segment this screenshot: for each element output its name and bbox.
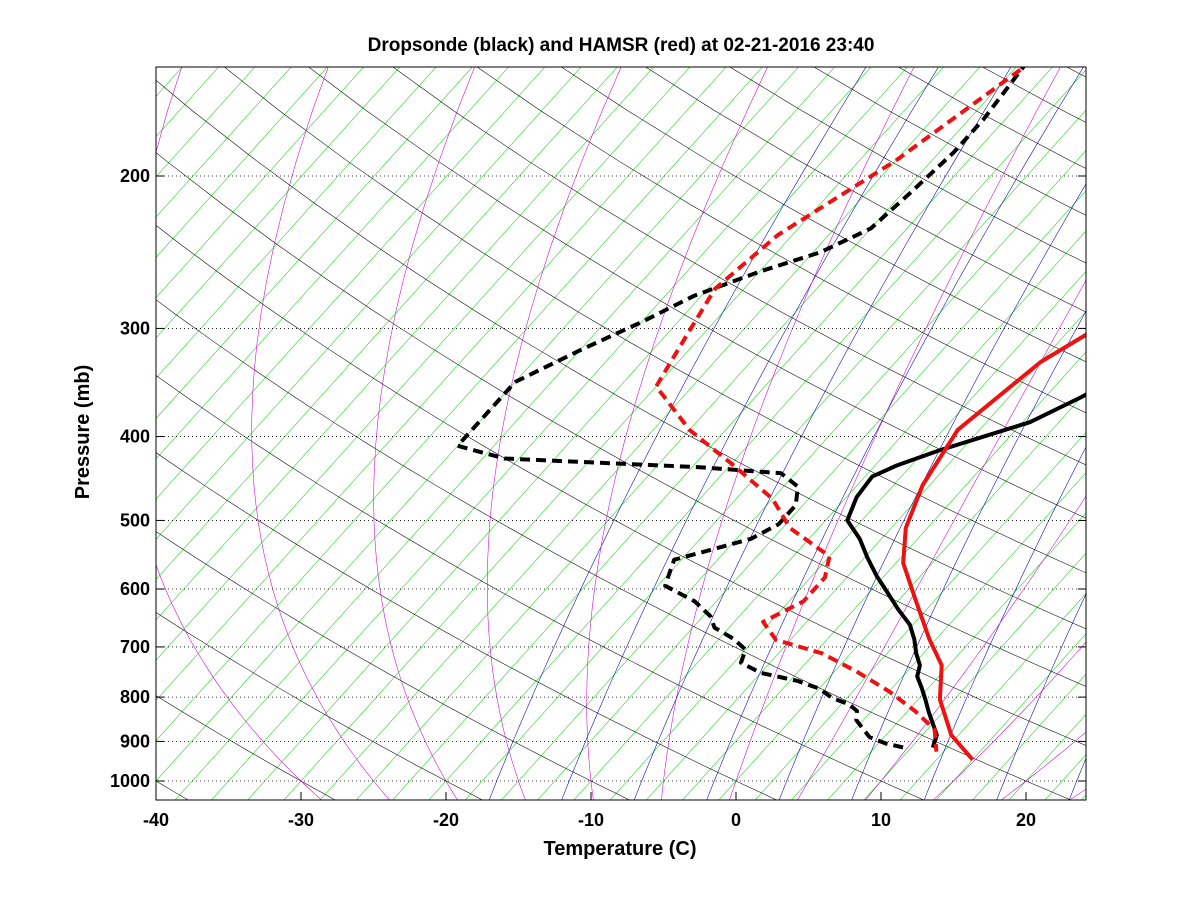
x-tick-label: 0 [731,810,741,830]
thermo-background-lines [156,67,1086,800]
isotherm-line [319,67,981,800]
dropsonde-dewpoint-line [455,67,1026,750]
dry-adiabat-line [156,152,1086,687]
plot-area [156,67,1086,800]
moist-adiabat-line [156,67,322,800]
mixing-ratio-line [706,67,1084,800]
y-tick-label: 200 [120,166,150,186]
y-tick-label: 400 [120,427,150,447]
x-tick-label: -40 [143,810,169,830]
isotherm-line [935,633,1086,800]
hamsr-dewpoint-line [654,67,1028,752]
dry-adiabat-line [392,67,1086,466]
isotherm-line [156,67,473,419]
isotherm-line [156,67,365,299]
isotherm-line [174,67,836,800]
isotherm-line [156,67,727,701]
isotherm-line [156,67,763,742]
y-tick-label: 500 [120,510,150,530]
isotherm-line [156,67,328,258]
isotherm-line [156,67,582,540]
x-tick-label: -10 [578,810,604,830]
isotherm-line [156,67,220,138]
y-tick-label: 700 [120,637,150,657]
x-axis-label: Temperature (C) [544,838,697,860]
isotherm-line [156,67,256,178]
isotherm-line [156,67,800,782]
dry-adiabat-line [476,67,1086,414]
plot-frame [155,66,1087,801]
isotherm-line [210,67,872,800]
isotherm-line [156,67,292,218]
isotherm-line [500,149,1086,800]
dry-adiabat-line [223,67,1086,574]
isotherm-line [645,311,1086,800]
mixing-ratio-line [923,446,1086,800]
mixing-ratio-line [633,67,1012,800]
isotherm-line [682,351,1086,800]
x-tick-label: 20 [1016,810,1036,830]
mixing-ratio-line [851,310,1086,800]
chart-title: Dropsonde (black) and HAMSR (red) at 02-… [368,35,875,56]
dry-adiabat-line [156,225,1086,746]
y-axis-label: Pressure (mb) [72,365,94,500]
moist-adiabat-line [661,67,915,800]
isotherm-line [156,67,691,661]
isotherm-line [863,552,1086,800]
isotherm-line [156,67,401,339]
moist-adiabat-line [865,495,1086,800]
dry-adiabat-line [156,531,631,800]
isotherm-line [156,67,618,581]
moist-adiabat-line [932,641,1086,800]
isotherm-line [428,69,1086,800]
mixing-ratio-line [778,183,1086,800]
isotherm-line [156,67,546,500]
y-tick-label: 800 [120,687,150,707]
isotherm-line [790,472,1086,800]
dry-adiabat-line [156,695,336,800]
isotherm-line [247,67,908,800]
y-tick-label: 300 [120,318,150,338]
dry-adiabat-line [156,612,483,800]
isotherm-line [156,67,655,621]
moist-adiabat-line [586,67,768,800]
dry-adiabat-line [156,375,925,800]
dotted-grid [156,175,1086,782]
isotherm-line [899,593,1086,800]
dry-adiabat-line [308,67,1086,519]
isotherm-line [156,67,510,460]
isotherm-line [573,230,1086,800]
x-tick-label: 10 [871,810,891,830]
dropsonde-temperature-line [845,392,1086,749]
dry-adiabat-line [645,67,1086,313]
moist-adiabat-line [729,67,1061,800]
isotherm-line [156,67,437,379]
moist-adiabat-line [1000,731,1086,800]
x-tick-label: -20 [433,810,459,830]
isotherm-line [355,67,1017,800]
y-tick-label: 900 [120,731,150,751]
dry-adiabat-line [156,452,778,800]
y-tick-label: 1000 [110,771,150,791]
mixing-ratio-line [561,67,939,800]
sounding-series [455,67,1086,762]
isotherm-line [392,67,1053,800]
isotherm-line [609,270,1086,800]
dry-adiabat-line [560,67,1086,363]
hamsr-temperature-line [901,332,1086,762]
y-tick-label: 600 [120,579,150,599]
x-tick-label: -30 [288,810,314,830]
axis-ticks: -40 -30 -20 -10 0 10 20 200 300 400 500 600 700 800 90… [110,166,1086,830]
isotherm-line [464,109,1086,800]
mixing-ratio-line [996,593,1086,800]
moist-adiabat-line [487,67,622,800]
